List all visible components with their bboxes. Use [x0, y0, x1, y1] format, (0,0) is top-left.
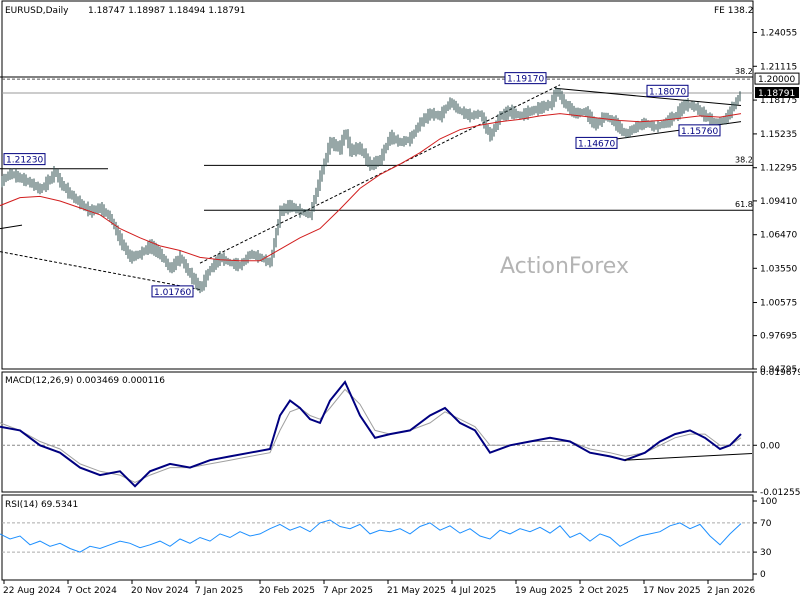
trendline — [0, 251, 201, 291]
price-tick-label: 1.21115 — [760, 62, 797, 72]
watermark: ActionForex — [500, 254, 629, 279]
x-tick-label: 7 Oct 2024 — [67, 586, 117, 596]
current-price-box — [755, 87, 799, 99]
macd-levels: 0.019679 0.00 -0.012552 — [2, 368, 800, 498]
x-axis: 22 Aug 2024 7 Oct 2024 20 Nov 2024 7 Jan 20… — [3, 580, 755, 596]
macd-trendline — [624, 452, 753, 461]
macd-panel-frame — [1, 371, 754, 493]
rsi-levels: 100 70 30 0 — [2, 497, 777, 580]
fe-label: FE 138.2 — [714, 6, 754, 16]
current-price-label: 1.18791 — [758, 89, 795, 99]
rsi-panel-frame — [1, 494, 754, 581]
price-tick-label: 1.06470 — [760, 231, 797, 241]
swing-label: 1.19170 — [507, 75, 544, 85]
fib-level-label: 61.8 — [735, 200, 753, 209]
macd-panel: 0.019679 0.00 -0.012552 MACD(12,26,9) 0.00… — [0, 368, 800, 498]
trendline — [0, 224, 23, 230]
price-tick-label: 0.94795 — [760, 365, 797, 375]
swing-label: 1.18070 — [649, 87, 686, 97]
trendline — [554, 87, 742, 107]
price-tick-label: 1.24055 — [760, 28, 797, 38]
ohlc-readout: 1.18747 1.18987 1.18494 1.18791 — [88, 6, 245, 16]
swing-label-box — [504, 72, 547, 85]
macd-title: MACD(12,26,9) 0.003469 0.000116 — [5, 376, 165, 386]
x-tick-label: 20 Nov 2024 — [131, 586, 189, 596]
swing-label: 1.01760 — [154, 288, 191, 298]
x-tick-label: 19 Aug 2025 — [515, 586, 573, 596]
x-tick-label: 2 Jan 2026 — [707, 586, 755, 596]
swing-label: 1.14670 — [578, 139, 615, 149]
rsi-tick-label: 100 — [760, 497, 777, 507]
rsi-tick-label: 70 — [760, 519, 772, 529]
x-tick-label: 2 Oct 2025 — [579, 586, 629, 596]
macd-tick-label: -0.012552 — [760, 488, 800, 498]
x-tick-label: 17 Nov 2025 — [643, 586, 701, 596]
x-tick-label: 7 Apr 2025 — [323, 586, 373, 596]
swing-label-box — [151, 285, 194, 298]
macd-tick-label: 0.019679 — [760, 368, 800, 378]
price-levels: 1.24055 1.21115 1.18175 1.15235 1.12295 1.094… — [0, 28, 800, 375]
price-tick-label: 1.18175 — [760, 96, 797, 106]
x-tick-label: 21 May 2025 — [387, 586, 446, 596]
round-level-label: 1.20000 — [758, 75, 795, 85]
x-tick-label: 7 Jan 2025 — [195, 586, 243, 596]
swing-label-box — [678, 124, 721, 137]
price-panel: ActionForex 1.24055 1.21115 1.18175 1.15235… — [0, 0, 800, 375]
moving-average-line — [0, 113, 742, 262]
trendline — [199, 84, 561, 264]
x-tick-label: 22 Aug 2024 — [3, 586, 61, 596]
x-tick-label: 20 Feb 2025 — [259, 586, 315, 596]
rsi-panel: 100 70 30 0 RSI(14) 69.5341 — [0, 494, 777, 581]
rsi-title: RSI(14) 69.5341 — [5, 500, 78, 510]
x-tick-label: 4 Jul 2025 — [451, 586, 496, 596]
rsi-tick-label: 0 — [760, 570, 766, 580]
rsi-tick-label: 30 — [760, 548, 772, 558]
swing-label-box — [646, 84, 689, 97]
round-level-box — [754, 72, 800, 85]
price-tick-label: 1.09410 — [760, 197, 797, 207]
price-tick-label: 1.15235 — [760, 130, 797, 140]
swing-label-box — [575, 136, 618, 149]
price-tick-label: 1.03550 — [760, 264, 797, 274]
rsi-line — [0, 519, 742, 553]
price-tick-label: 1.00575 — [760, 299, 797, 309]
swing-label: 1.15760 — [681, 127, 718, 137]
fib-level-label: 38.2 — [735, 155, 753, 164]
swing-labels: 1.21230 1.01760 1.19170 1.18070 1.15760 1.146… — [3, 72, 721, 298]
swing-label-box — [3, 153, 46, 166]
macd-line — [0, 380, 742, 488]
price-tick-label: 1.12295 — [760, 164, 797, 174]
symbol-label: EURUSD,Daily — [5, 6, 69, 16]
swing-label: 1.21230 — [6, 156, 43, 166]
fib-level-label: 38.2 — [735, 67, 753, 76]
price-bars — [1, 87, 741, 294]
price-tick-label: 0.97695 — [760, 332, 797, 342]
macd-tick-label: 0.00 — [760, 441, 780, 451]
